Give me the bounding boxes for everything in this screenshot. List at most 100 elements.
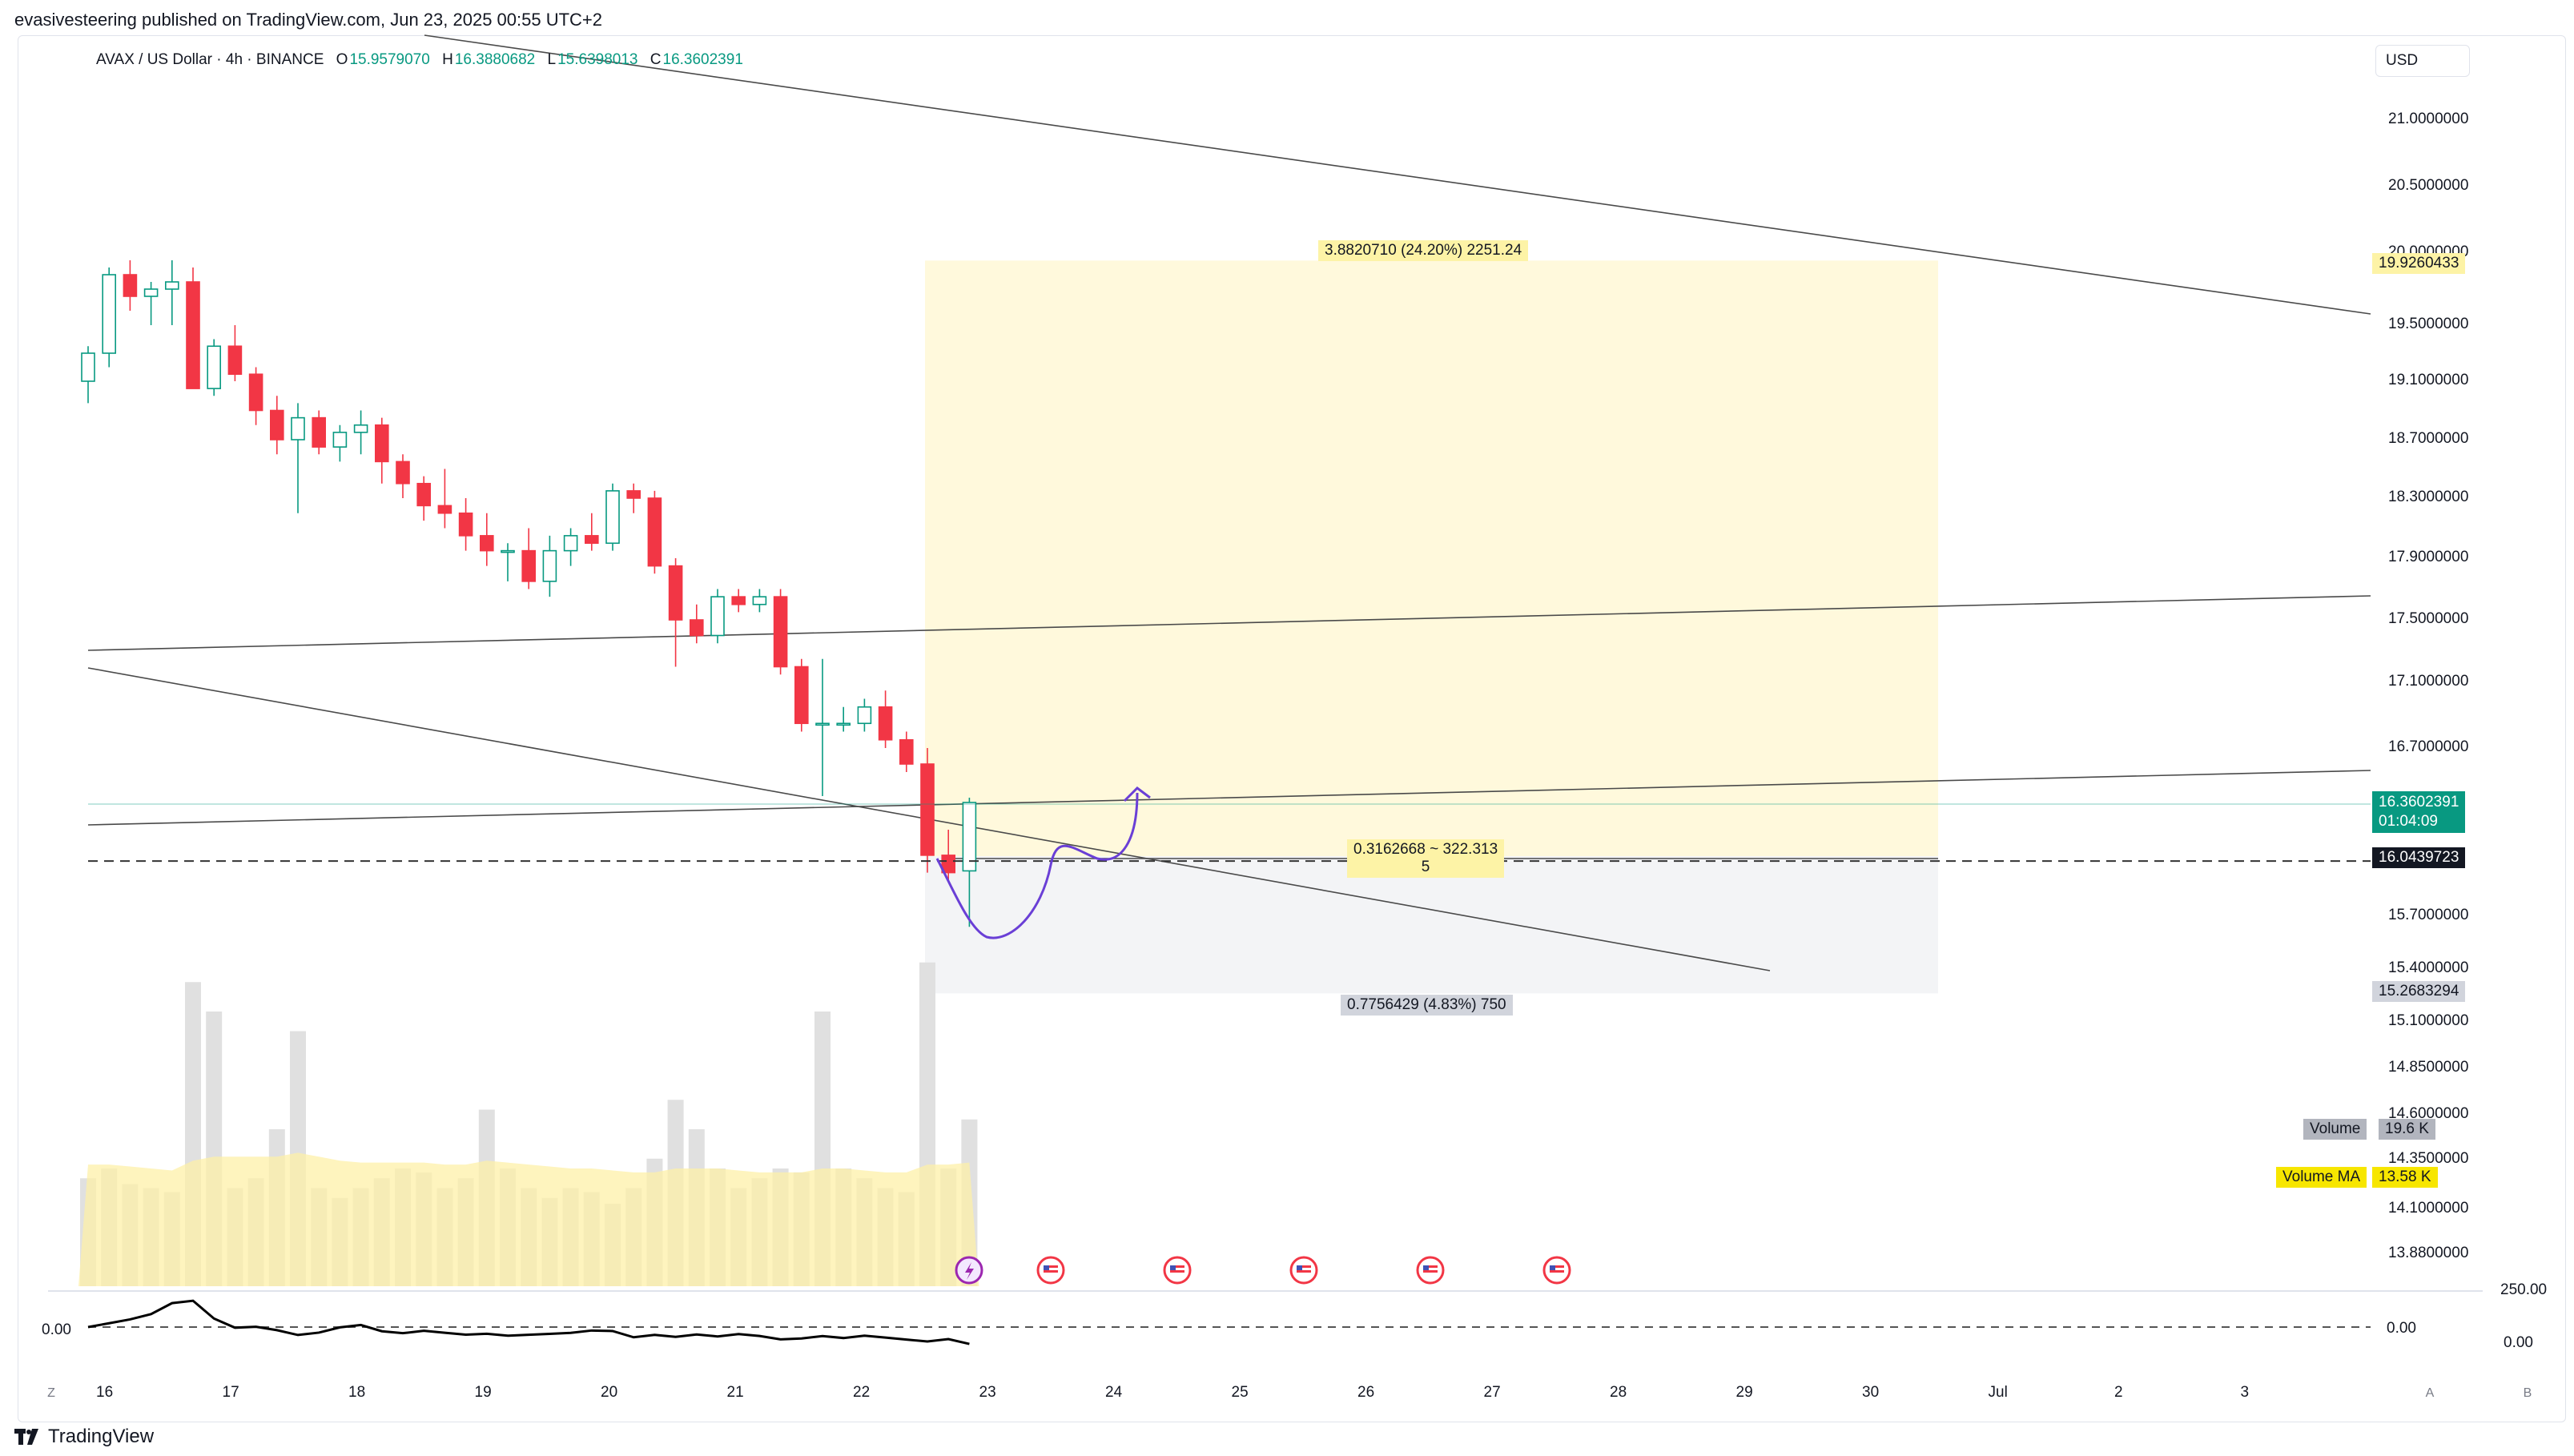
candle [269, 396, 284, 455]
currency-button[interactable]: USD [2375, 45, 2470, 77]
low-value: 15.6398013 [557, 51, 638, 68]
stop-price-tag: 15.2683294 [2372, 981, 2466, 1002]
freehand-drawing[interactable] [935, 786, 1151, 939]
candle [899, 731, 914, 772]
high-value: 16.3880682 [454, 51, 536, 68]
price-axis-label: 18.3000000 [2388, 489, 2469, 505]
price-axis-label: 15.4000000 [2388, 959, 2469, 976]
z-button[interactable]: Z [47, 1386, 55, 1400]
price-axis-label: 16.7000000 [2388, 738, 2469, 755]
loss-label[interactable]: 0.7756429 (4.83%) 750 [1341, 995, 1513, 1016]
price-axis-label: 14.8500000 [2388, 1059, 2469, 1076]
time-axis-label: Jul [1988, 1384, 2008, 1401]
chart-frame [18, 35, 2566, 1422]
time-axis-label: 28 [1610, 1384, 1627, 1401]
candle [396, 454, 410, 498]
b-button[interactable]: B [2523, 1386, 2532, 1400]
price-axis-label: 21.0000000 [2388, 111, 2469, 127]
entry-label-sub: 5 [1421, 859, 1430, 875]
time-axis-label: 23 [979, 1384, 996, 1401]
candle [227, 325, 243, 381]
open-value: 15.9579070 [349, 51, 430, 68]
publish-line: evasivesteering published on TradingView… [14, 10, 603, 30]
dividend-event-icon[interactable] [955, 1256, 983, 1285]
symbol-legend[interactable]: AVAX / US Dollar · 4h · BINANCE O 15.9579… [96, 51, 743, 68]
candle [374, 417, 389, 484]
tradingview-logo-icon [14, 1429, 38, 1445]
last-price-value: 16.3602391 [2379, 794, 2459, 810]
trend-line[interactable] [87, 595, 2371, 651]
profit-label[interactable]: 3.8820710 (24.20%) 2251.24 [1318, 240, 1529, 261]
tradingview-brand: TradingView [48, 1426, 155, 1447]
close-value: 16.3602391 [662, 51, 743, 68]
event-markers[interactable] [955, 1256, 1571, 1285]
trend-line[interactable] [87, 770, 2371, 826]
economic-event-flag-icon[interactable] [1416, 1256, 1445, 1285]
price-axis-label: 19.5000000 [2388, 316, 2469, 332]
volume-ma-label: Volume MA [2276, 1167, 2367, 1188]
countdown-value: 01:04:09 [2379, 813, 2438, 830]
candle [941, 830, 955, 882]
candle [626, 483, 641, 513]
economic-event-flag-icon[interactable] [1542, 1256, 1571, 1285]
price-axis-label: 13.8800000 [2388, 1245, 2469, 1261]
candle [81, 346, 95, 404]
tradingview-logo[interactable]: TradingView [14, 1426, 154, 1448]
time-axis-label: 24 [1105, 1384, 1123, 1401]
candle [857, 698, 872, 732]
candle [437, 469, 452, 529]
candle [165, 260, 179, 325]
candle [563, 528, 578, 566]
trend-line[interactable] [424, 34, 2371, 315]
time-axis-label: 21 [726, 1384, 744, 1401]
candle [584, 513, 599, 551]
candle [710, 589, 725, 644]
candle [521, 528, 537, 589]
candle [731, 589, 746, 613]
candle [458, 498, 473, 551]
candle [542, 535, 557, 597]
candle [794, 658, 809, 732]
time-axis-label: 29 [1735, 1384, 1753, 1401]
candle [291, 403, 305, 513]
target-price-tag: 19.9260433 [2372, 253, 2466, 274]
price-axis-label: 17.5000000 [2388, 610, 2469, 627]
candle [647, 490, 662, 574]
candle [605, 483, 620, 551]
candle [312, 410, 327, 455]
price-axis-label: 18.7000000 [2388, 430, 2469, 447]
last-price-tag: 16.3602391 01:04:09 [2372, 791, 2466, 833]
time-axis-label: 16 [96, 1384, 114, 1401]
oscillator-axis-top: 250.00 [2500, 1281, 2548, 1298]
candle [248, 367, 263, 425]
economic-event-flag-icon[interactable] [1163, 1256, 1192, 1285]
time-axis-label: 20 [601, 1384, 618, 1401]
candle [353, 410, 368, 455]
candle [102, 267, 116, 368]
candle [668, 558, 683, 667]
volume-value: 19.6 K [2379, 1119, 2435, 1140]
time-axis-label: 22 [853, 1384, 871, 1401]
candle [416, 476, 432, 521]
time-axis-label: 25 [1231, 1384, 1249, 1401]
economic-event-flag-icon[interactable] [1289, 1256, 1318, 1285]
economic-event-flag-icon[interactable] [1036, 1256, 1065, 1285]
time-axis-label: 17 [222, 1384, 239, 1401]
time-axis-label: 2 [2114, 1384, 2123, 1401]
time-axis-label: 19 [474, 1384, 492, 1401]
profit-zone[interactable] [925, 260, 1938, 857]
time-axis-label: 18 [348, 1384, 366, 1401]
oscillator-line [87, 1299, 970, 1345]
price-axis-label: 20.5000000 [2388, 177, 2469, 194]
candle [752, 589, 767, 613]
entry-price-tag: 16.0439723 [2372, 847, 2466, 868]
entry-label[interactable]: 0.3162668 ~ 322.313 5 [1347, 839, 1505, 878]
candle [207, 339, 222, 396]
candle [143, 282, 159, 325]
candle [920, 748, 935, 873]
price-axis-label: 19.1000000 [2388, 372, 2469, 388]
time-axis-label: 3 [2240, 1384, 2250, 1401]
candle [815, 658, 830, 796]
auto-scale-button[interactable]: A [2425, 1386, 2435, 1400]
